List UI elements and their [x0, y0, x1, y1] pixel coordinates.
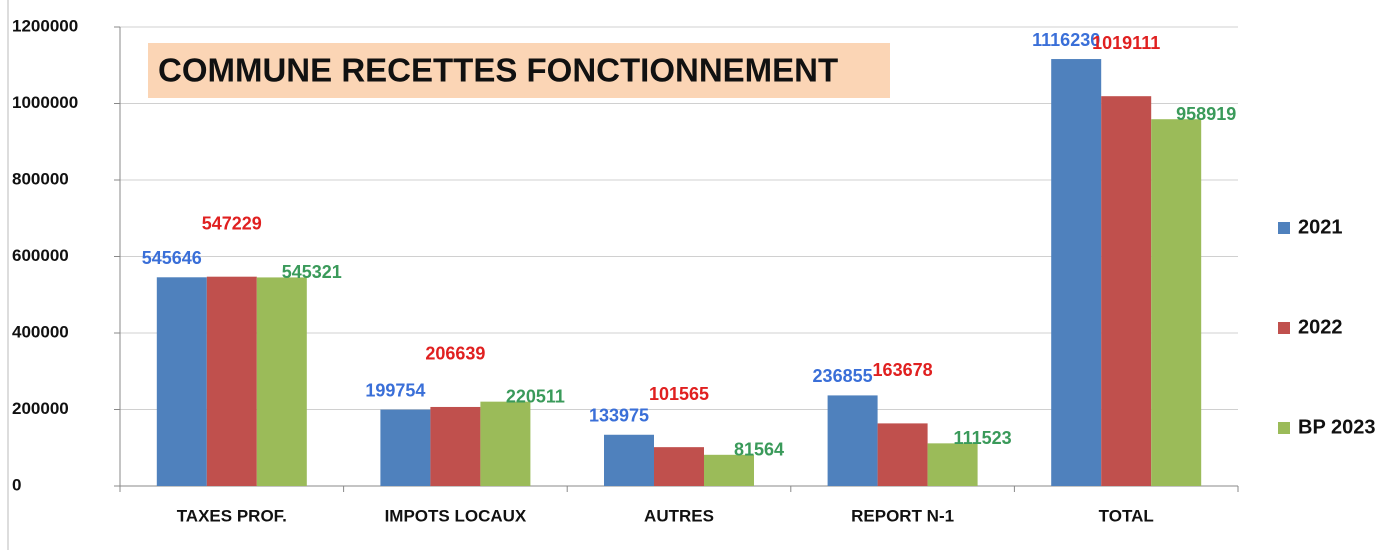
legend-label: 2022	[1298, 316, 1343, 338]
y-tick-label: 200000	[12, 399, 69, 418]
bar	[480, 401, 531, 486]
bar	[1051, 59, 1102, 487]
bars	[156, 59, 1202, 487]
x-tick-label: TOTAL	[1099, 506, 1154, 525]
legend-swatch	[1278, 422, 1290, 434]
bar	[1151, 119, 1202, 486]
bar	[654, 447, 704, 486]
y-tick-label: 400000	[12, 322, 69, 341]
bar	[827, 395, 878, 486]
x-tick-label: REPORT N-1	[851, 506, 954, 525]
value-label: 958919	[1176, 104, 1236, 124]
value-label: 133975	[589, 406, 649, 426]
title-box	[148, 43, 890, 98]
legend-label: 2021	[1298, 216, 1343, 238]
value-label: 163678	[873, 360, 933, 380]
value-label: 81564	[734, 440, 784, 460]
bar	[877, 423, 928, 486]
legend-swatch	[1278, 222, 1290, 234]
legend-swatch	[1278, 322, 1290, 334]
bar	[704, 454, 754, 486]
value-label: 206639	[425, 344, 485, 364]
y-tick-label: 800000	[12, 169, 69, 188]
y-tick-label: 1000000	[12, 93, 78, 112]
value-label: 1116230	[1032, 30, 1100, 50]
bar	[927, 443, 978, 486]
x-tick-label: TAXES PROF.	[177, 506, 287, 525]
y-tick-label: 600000	[12, 246, 69, 265]
bar	[1101, 96, 1152, 487]
bar	[380, 409, 431, 486]
y-tick-label: 1200000	[12, 16, 78, 35]
value-label: 1019111	[1092, 33, 1160, 53]
bar	[430, 406, 481, 486]
value-label: 547229	[202, 213, 262, 233]
x-tick-label: AUTRES	[644, 506, 714, 525]
bar	[156, 277, 207, 486]
bar	[206, 276, 257, 486]
bar	[256, 277, 307, 486]
bar	[604, 434, 654, 486]
x-tick-label: IMPOTS LOCAUX	[385, 506, 527, 525]
chart-title: COMMUNE RECETTES FONCTIONNEMENT	[158, 52, 838, 89]
value-label: 220511	[506, 386, 565, 406]
y-tick-label: 0	[12, 475, 21, 494]
value-label: 199754	[365, 380, 425, 400]
legend-label: BP 2023	[1298, 416, 1375, 438]
value-label: 545646	[142, 248, 202, 268]
value-label: 101565	[649, 384, 709, 404]
value-label: 236855	[813, 366, 873, 386]
value-label: 545321	[282, 262, 342, 282]
value-label: 111523	[954, 428, 1012, 448]
